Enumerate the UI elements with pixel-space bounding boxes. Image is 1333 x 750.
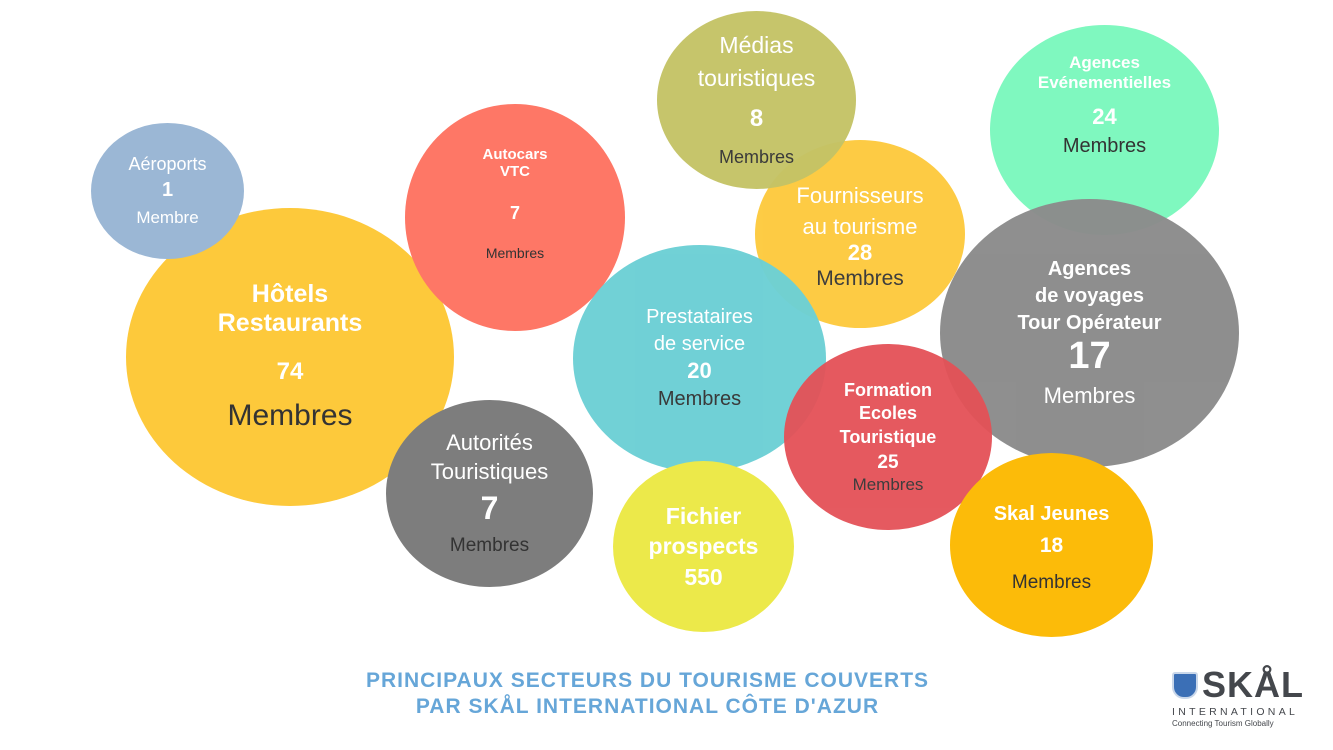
bubble-label: Prestataires xyxy=(646,306,753,329)
bubble-count: 1 xyxy=(161,179,174,202)
bubble-label: Fichier xyxy=(665,502,742,529)
bubble-formation: Formation Ecoles Touristique 25 Membres xyxy=(784,344,992,530)
bubble-label: Hôtels xyxy=(251,280,329,309)
title-line-2: PAR SKÅL INTERNATIONAL CÔTE D'AZUR xyxy=(415,695,880,718)
bubble-count: 20 xyxy=(687,358,712,384)
bubble-unit: Membres xyxy=(449,535,530,557)
bubble-aeroports: Aéroports 1 Membre xyxy=(91,123,244,259)
bubble-label: Touristique xyxy=(839,427,937,448)
bubble-unit: Membres xyxy=(657,387,742,410)
bubble-label: touristiques xyxy=(697,64,816,91)
bubble-autorites-touristiques: Autorités Touristiques 7 Membres xyxy=(386,400,593,587)
bubble-count: 74 xyxy=(276,357,304,385)
bubble-unit: Membres xyxy=(1043,382,1136,408)
bubble-label: Skal Jeunes xyxy=(993,503,1110,525)
page-title: PRINCIPAUX SECTEURS DU TOURISME COUVERTS… xyxy=(300,668,995,720)
bubble-count: 7 xyxy=(480,490,499,527)
bubble-label: de voyages xyxy=(1035,285,1144,307)
bubble-autocars-vtc: Autocars VTC 7 Membres xyxy=(405,104,625,331)
bubble-unit: Membres xyxy=(227,399,353,433)
bubble-count: 24 xyxy=(1092,104,1117,130)
bubble-unit: Membres xyxy=(852,474,924,494)
bubble-prestataires: Prestataires de service 20 Membres xyxy=(573,245,826,472)
bubble-count: 25 xyxy=(877,451,899,473)
bubble-unit: Membres xyxy=(1062,135,1147,158)
bubble-count: 7 xyxy=(509,202,520,223)
bubble-label: Tour Opérateur xyxy=(1017,312,1162,334)
bubble-label: Autorités xyxy=(446,429,533,455)
bubble-label: VTC xyxy=(500,163,530,181)
bubble-medias-touristiques: Médias touristiques 8 Membres xyxy=(657,11,856,189)
bubble-label: Evénementielles xyxy=(1037,72,1172,92)
bubble-fichier-prospects: Fichier prospects 550 xyxy=(613,461,794,632)
bubble-unit: Membres xyxy=(816,266,904,290)
bubble-label: Ecoles xyxy=(858,403,918,424)
bubble-unit: Membres xyxy=(485,245,545,262)
skal-shield-icon xyxy=(1172,672,1198,699)
title-line-1: PRINCIPAUX SECTEURS DU TOURISME COUVERTS xyxy=(365,669,930,692)
bubble-count: 28 xyxy=(847,239,873,265)
logo-name: SKÅL xyxy=(1202,664,1304,705)
skal-logo: SKÅL INTERNATIONAL Connecting Tourism Gl… xyxy=(1170,664,1310,730)
bubble-label: Fournisseurs xyxy=(796,182,924,208)
bubble-label: Autocars xyxy=(482,146,548,163)
bubble-count: 8 xyxy=(749,105,764,133)
bubble-label: Restaurants xyxy=(217,308,363,337)
bubble-count: 18 xyxy=(1039,534,1064,557)
bubble-label: Aéroports xyxy=(128,154,207,175)
bubble-label: de service xyxy=(653,333,746,356)
bubble-label: Agences xyxy=(1069,53,1140,72)
bubble-hotels-restaurants: Hôtels Restaurants 74 Membres xyxy=(126,208,454,506)
bubble-label: Agences xyxy=(1047,258,1132,280)
bubble-label: Formation xyxy=(844,379,932,400)
logo-subtitle: INTERNATIONAL xyxy=(1172,706,1299,718)
bubble-skal-jeunes: Skal Jeunes 18 Membres xyxy=(950,453,1153,637)
bubble-unit: Membre xyxy=(136,208,199,228)
bubble-unit: Membres xyxy=(1011,572,1092,594)
bubble-label: prospects xyxy=(648,533,759,560)
bubble-label: au tourisme xyxy=(802,214,918,240)
bubble-label: Médias xyxy=(719,32,794,59)
bubble-count: 550 xyxy=(684,563,723,590)
bubble-unit: Membres xyxy=(718,146,794,167)
bubble-agences-de-voyages: Agences de voyages Tour Opérateur 17 Mem… xyxy=(940,199,1239,467)
bubble-label: Touristiques xyxy=(430,459,549,485)
bubble-count: 17 xyxy=(1068,335,1111,377)
logo-tagline: Connecting Tourism Globally xyxy=(1172,719,1274,728)
